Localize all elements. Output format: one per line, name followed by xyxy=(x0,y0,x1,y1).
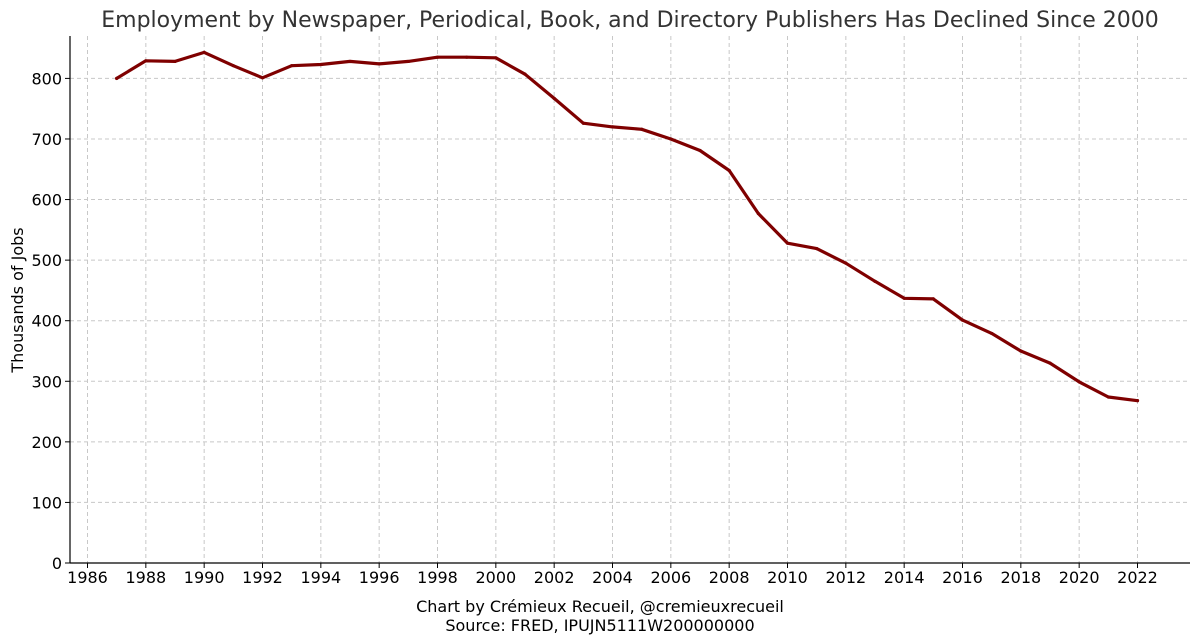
y-tick-label: 500 xyxy=(31,251,62,270)
data-point xyxy=(1135,399,1140,403)
data-point xyxy=(902,296,906,300)
data-point xyxy=(931,297,935,301)
x-tick-label: 1990 xyxy=(184,568,225,587)
x-tick-label: 2002 xyxy=(534,568,575,587)
data-point xyxy=(785,241,790,245)
x-tick-label: 1988 xyxy=(125,568,166,587)
data-point xyxy=(756,211,760,216)
data-point xyxy=(1077,380,1081,384)
y-tick-label: 300 xyxy=(31,372,62,391)
data-point xyxy=(494,56,498,60)
x-tick-label: 1998 xyxy=(417,568,458,587)
data-point xyxy=(319,62,323,67)
y-tick-label: 700 xyxy=(31,130,62,149)
x-tick-label: 2006 xyxy=(650,568,691,587)
data-point xyxy=(435,55,440,59)
y-tick-label: 600 xyxy=(31,191,62,210)
series-layer xyxy=(115,50,1140,403)
axes: 1986 1988 1990 1992 1994 1996 1998 2000 2002 2004… xyxy=(31,36,1190,587)
data-point xyxy=(260,76,265,80)
y-tick-label: 0 xyxy=(52,554,62,573)
employment-series-line xyxy=(115,50,1140,403)
x-tick-label: 2004 xyxy=(592,568,633,587)
grid-lines xyxy=(70,36,1190,564)
data-point xyxy=(1106,395,1110,399)
data-point xyxy=(990,331,994,336)
x-tick-label: 2000 xyxy=(475,568,516,587)
x-tick-label: 2008 xyxy=(709,568,750,587)
data-point xyxy=(960,318,965,322)
x-tick-label: 1994 xyxy=(300,568,341,587)
y-tick-label: 100 xyxy=(31,493,62,512)
chart-source: Source: FRED, IPUJN5111W200000000 xyxy=(445,616,754,635)
data-point xyxy=(873,279,877,283)
y-tick-label: 200 xyxy=(31,433,62,452)
data-point xyxy=(698,148,702,153)
y-tick-label: 800 xyxy=(31,69,62,88)
data-point xyxy=(348,59,352,64)
data-point xyxy=(1019,349,1023,353)
x-tick-label: 2018 xyxy=(1000,568,1041,587)
data-point xyxy=(465,55,469,59)
chart-title: Employment by Newspaper, Periodical, Boo… xyxy=(101,8,1159,33)
data-point xyxy=(552,96,556,100)
x-tick-label: 2012 xyxy=(825,568,866,587)
data-point xyxy=(231,64,235,68)
data-point xyxy=(815,247,819,251)
data-point xyxy=(144,59,148,63)
y-tick-label: 400 xyxy=(31,312,62,331)
data-point xyxy=(1048,361,1052,365)
data-point xyxy=(727,168,731,173)
x-tick-label: 2020 xyxy=(1059,568,1100,587)
data-point xyxy=(523,72,527,76)
x-tick-label: 2022 xyxy=(1117,568,1158,587)
data-point xyxy=(669,137,673,141)
data-point xyxy=(290,64,294,68)
x-tick-label: 2016 xyxy=(942,568,983,587)
chart-credit: Chart by Crémieux Recueil, @cremieuxrecu… xyxy=(416,597,784,616)
y-axis-label: Thousands of Jobs xyxy=(8,227,27,373)
data-point xyxy=(115,76,119,81)
data-point xyxy=(581,121,585,125)
data-point xyxy=(377,62,381,66)
x-tick-label: 2014 xyxy=(884,568,925,587)
x-tick-label: 1996 xyxy=(359,568,400,587)
x-tick-label: 2010 xyxy=(767,568,808,587)
data-point xyxy=(610,125,615,129)
data-point xyxy=(406,59,410,64)
x-tick-label: 1986 xyxy=(67,568,108,587)
data-point xyxy=(844,261,848,265)
data-point xyxy=(640,127,644,131)
data-point xyxy=(173,59,177,64)
x-tick-label: 1992 xyxy=(242,568,283,587)
data-point xyxy=(202,50,206,54)
